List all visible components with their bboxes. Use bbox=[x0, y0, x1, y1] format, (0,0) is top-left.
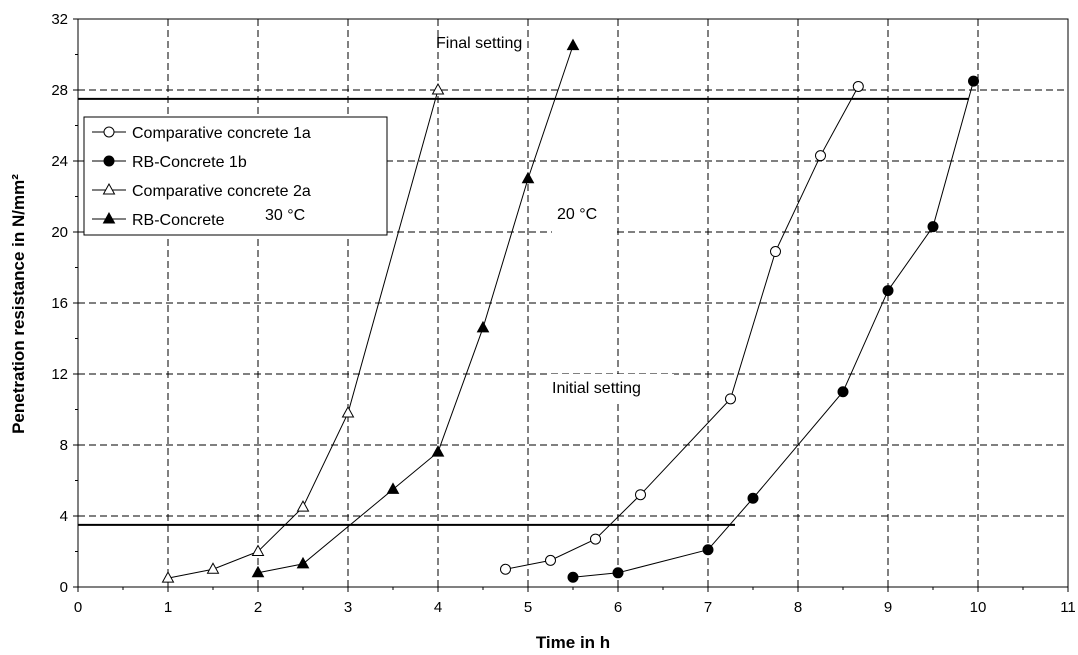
legend-label: RB-Concrete bbox=[132, 212, 225, 229]
y-tick-label: 16 bbox=[51, 295, 68, 312]
data-point bbox=[251, 565, 265, 578]
y-tick-label: 12 bbox=[51, 366, 68, 383]
data-point bbox=[431, 82, 445, 95]
x-tick-label: 3 bbox=[344, 599, 352, 616]
reference-lines bbox=[78, 97, 969, 526]
legend-box bbox=[83, 116, 388, 236]
series-line bbox=[167, 89, 439, 579]
y-tick-label: 28 bbox=[51, 82, 68, 99]
data-point bbox=[702, 544, 714, 556]
data-point bbox=[612, 567, 624, 579]
x-tick-label: 1 bbox=[164, 599, 172, 616]
data-point bbox=[521, 171, 535, 184]
data-point bbox=[476, 320, 490, 333]
legend-label: Comparative concrete 1a bbox=[132, 125, 311, 142]
series-1 bbox=[500, 80, 864, 575]
grid bbox=[78, 19, 1068, 587]
data-point bbox=[852, 80, 864, 92]
annotation-30c: 30 °C bbox=[265, 207, 305, 224]
data-point bbox=[590, 533, 601, 545]
data-point bbox=[500, 563, 511, 575]
x-tick-label: 9 bbox=[884, 599, 892, 616]
x-tick-label: 8 bbox=[794, 599, 802, 616]
series-2 bbox=[567, 75, 979, 583]
y-tick-label: 8 bbox=[60, 437, 68, 454]
annotation-20c: 20 °C bbox=[557, 206, 597, 223]
y-tick-label: 0 bbox=[60, 579, 68, 596]
x-tick-label: 6 bbox=[614, 599, 622, 616]
legend: Comparative concrete 1a RB-Concrete 1b Com… bbox=[83, 116, 388, 236]
legend-marker bbox=[102, 211, 116, 224]
y-tick-label: 20 bbox=[51, 224, 68, 241]
annotation-initial-setting: Initial setting bbox=[552, 380, 641, 397]
legend-marker bbox=[103, 126, 115, 138]
data-point bbox=[747, 492, 759, 504]
data-point bbox=[815, 150, 826, 162]
data-point bbox=[545, 554, 556, 566]
data-point bbox=[341, 406, 355, 418]
y-axis-title: Penetration resistance in N/mm² bbox=[9, 174, 28, 434]
legend-label: RB-Concrete 1b bbox=[132, 154, 247, 171]
data-point bbox=[296, 556, 310, 569]
legend-marker bbox=[103, 155, 115, 167]
x-axis-title: Time in h bbox=[536, 633, 610, 652]
data-point bbox=[770, 246, 781, 258]
data-point bbox=[725, 393, 736, 405]
x-tick-label: 11 bbox=[1060, 599, 1076, 616]
data-point bbox=[882, 285, 894, 297]
data-series bbox=[161, 38, 979, 583]
annotation-final-setting: Final setting bbox=[436, 35, 522, 52]
legend-marker bbox=[102, 182, 116, 195]
y-tick-label: 24 bbox=[51, 153, 68, 170]
legend-label: Comparative concrete 2a bbox=[132, 183, 311, 200]
data-point bbox=[567, 571, 579, 583]
x-tick-label: 10 bbox=[970, 599, 987, 616]
data-point bbox=[635, 489, 646, 501]
x-tick-label: 7 bbox=[704, 599, 712, 616]
x-tick-label: 0 bbox=[74, 599, 82, 616]
series-3 bbox=[161, 82, 445, 583]
data-point bbox=[927, 221, 939, 233]
data-point bbox=[206, 562, 220, 574]
annotation-30c-bg bbox=[264, 204, 326, 232]
data-point bbox=[566, 38, 580, 51]
annotation-20c-bg bbox=[552, 198, 616, 234]
legend-item: Comparative concrete 2a bbox=[92, 182, 311, 200]
data-point bbox=[968, 75, 979, 87]
x-tick-label: 5 bbox=[524, 599, 532, 616]
data-point bbox=[296, 500, 310, 512]
y-tick-label: 32 bbox=[51, 11, 68, 28]
legend-item: RB-Concrete 1b bbox=[92, 154, 247, 171]
legend-item: RB-Concrete bbox=[92, 211, 225, 229]
data-point bbox=[161, 571, 175, 583]
series-line bbox=[572, 80, 974, 578]
legend-item: Comparative concrete 1a bbox=[92, 125, 311, 142]
series-line bbox=[505, 86, 859, 570]
data-point bbox=[386, 482, 400, 494]
y-tick-label: 4 bbox=[60, 508, 68, 525]
annotation-initial-setting-bg bbox=[548, 374, 674, 400]
data-point bbox=[431, 445, 445, 457]
data-point bbox=[837, 386, 849, 398]
x-tick-label: 4 bbox=[434, 599, 442, 616]
x-tick-label: 2 bbox=[254, 599, 262, 616]
series-4 bbox=[251, 38, 580, 578]
data-point bbox=[251, 544, 265, 556]
